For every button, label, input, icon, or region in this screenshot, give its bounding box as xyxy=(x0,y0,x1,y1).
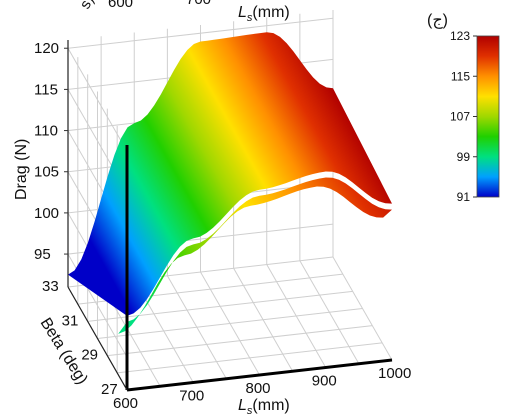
x-tick-700: 700 xyxy=(179,388,204,405)
drag-tick-115: 115 xyxy=(34,81,58,98)
beta-tick-27: 27 xyxy=(101,381,118,398)
drag-tick-110: 110 xyxy=(34,123,58,140)
drag-tick-labels: 95 100 105 110 115 120 xyxy=(34,40,68,263)
top-x-tick-600: 600 xyxy=(108,0,133,11)
beta-tick-29: 29 xyxy=(81,347,98,364)
top-x-axis-label: Ls(mm) xyxy=(238,4,290,24)
axis-lines xyxy=(125,145,393,392)
colorbar-tick-91: 91 xyxy=(457,190,471,204)
colorbar: (ج) 123 115 107 99 91 xyxy=(427,12,500,204)
beta-tick-31: 31 xyxy=(62,312,79,329)
colorbar-tick-107: 107 xyxy=(450,110,470,124)
surface-top xyxy=(68,32,392,316)
beta-tick-33: 33 xyxy=(42,278,59,295)
colorbar-gradient xyxy=(476,35,500,198)
panel-label: (ج) xyxy=(427,12,448,29)
colorbar-tick-99: 99 xyxy=(457,150,471,164)
drag-surface xyxy=(68,32,392,334)
top-x-tick-700: 700 xyxy=(186,0,211,8)
drag-tick-105: 105 xyxy=(34,164,59,181)
colorbar-tick-115: 115 xyxy=(451,69,470,83)
left-axis-line xyxy=(67,40,128,391)
x-tick-600: 600 xyxy=(113,395,138,412)
drag-tick-95: 95 xyxy=(34,246,51,263)
x-tick-800: 800 xyxy=(246,380,271,397)
top-ylabel-fragment: s) xyxy=(77,0,98,12)
colorbar-ticks: 123 115 107 99 91 xyxy=(450,29,477,204)
drag-tick-120: 120 xyxy=(34,40,59,57)
x-tick-900: 900 xyxy=(312,373,337,390)
colorbar-tick-123: 123 xyxy=(450,29,470,43)
x-axis-line xyxy=(126,358,393,392)
drag-axis-label: Drag (N) xyxy=(13,139,30,200)
x-tick-1000: 1000 xyxy=(378,365,411,382)
top-partial-labels: s) 600 700 Ls(mm) xyxy=(77,0,290,24)
drag-tick-100: 100 xyxy=(34,205,59,222)
x-tick-labels: 600 700 800 900 1000 xyxy=(113,365,411,412)
x-axis-label: Ls(mm) xyxy=(238,397,290,415)
